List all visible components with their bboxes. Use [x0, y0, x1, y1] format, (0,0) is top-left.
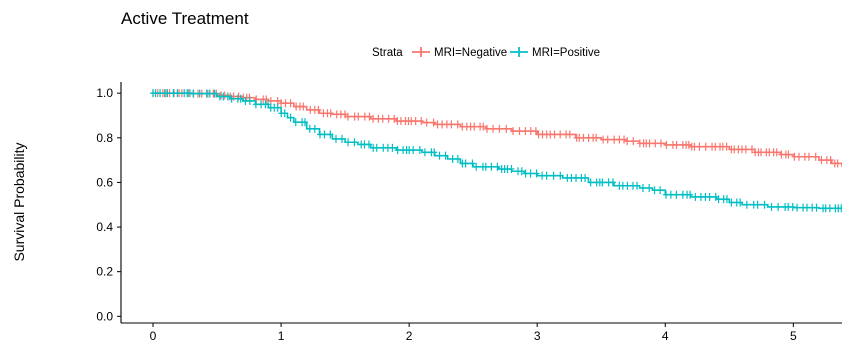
- y-tick-label: 1.0: [96, 86, 113, 100]
- x-tick-label: 1: [278, 329, 285, 343]
- x-tick-label: 3: [534, 329, 541, 343]
- x-tick-label: 0: [150, 329, 157, 343]
- y-tick-label: 0.4: [96, 220, 113, 234]
- y-tick-label: 0.8: [96, 131, 113, 145]
- plot-area: [150, 89, 842, 213]
- x-tick-label: 4: [662, 329, 669, 343]
- y-tick-label: 0.2: [96, 265, 113, 279]
- legend-item-mri-negative: MRI=Negative: [412, 47, 507, 59]
- y-tick-label: 0.0: [96, 309, 113, 323]
- y-axis-title: Survival Probability: [11, 142, 27, 261]
- chart-title: Active Treatment: [121, 9, 249, 28]
- legend: Strata MRI=Negative MRI=Positive: [372, 47, 600, 59]
- legend-label: MRI=Negative: [434, 47, 507, 59]
- y-tick-label: 0.6: [96, 175, 113, 189]
- x-tick-label: 2: [406, 329, 413, 343]
- legend-label: MRI=Positive: [532, 47, 600, 59]
- legend-title: Strata: [372, 47, 403, 59]
- axes: 0.0 0.2 0.4 0.6 0.8 1.0 0 1 2 3 4 5: [96, 82, 842, 343]
- legend-item-mri-positive: MRI=Positive: [510, 47, 600, 59]
- x-tick-label: 5: [790, 329, 797, 343]
- series-mri-positive: [150, 89, 842, 213]
